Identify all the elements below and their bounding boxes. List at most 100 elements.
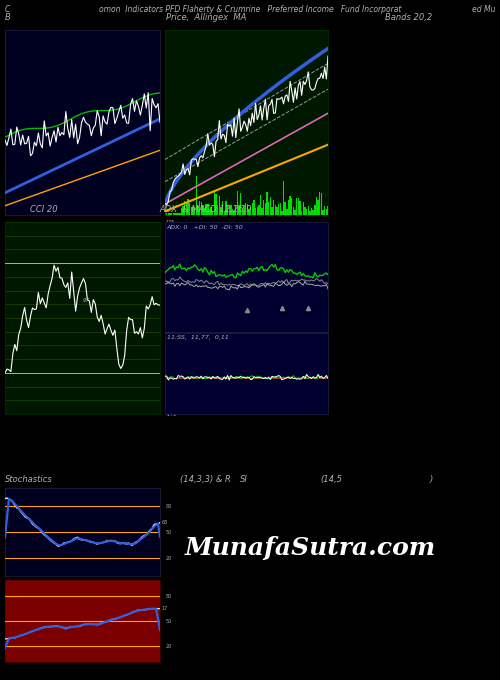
Bar: [284, 202, 286, 215]
Bar: [252, 203, 253, 215]
Bar: [235, 205, 236, 215]
Bar: [172, 213, 174, 215]
Bar: [266, 192, 268, 215]
Bar: [302, 202, 304, 215]
Text: omon  Indicators PFD Flaherty & Crumrine   Preferred Income   Fund Incorporat: omon Indicators PFD Flaherty & Crumrine …: [99, 5, 401, 14]
Bar: [260, 195, 261, 215]
Bar: [290, 197, 291, 215]
Bar: [197, 206, 198, 215]
Text: Stochastics: Stochastics: [5, 475, 53, 484]
Bar: [280, 203, 281, 215]
Bar: [228, 205, 230, 215]
Bar: [256, 207, 258, 215]
Text: 17: 17: [162, 606, 168, 611]
Bar: [240, 192, 242, 215]
Text: (14,5: (14,5: [320, 475, 342, 484]
Bar: [276, 207, 278, 215]
Bar: [192, 207, 194, 215]
Bar: [212, 211, 214, 215]
Bar: [308, 206, 309, 215]
Bar: [184, 201, 186, 215]
Text: ed Mu: ed Mu: [472, 5, 495, 14]
Bar: [225, 201, 226, 215]
Bar: [227, 205, 228, 215]
Text: ADX: 0   +DI: 50  -DI: 50: ADX: 0 +DI: 50 -DI: 50: [166, 225, 244, 231]
Text: 63: 63: [162, 520, 168, 525]
Bar: [202, 205, 203, 215]
Bar: [278, 204, 280, 215]
Bar: [296, 198, 298, 215]
Bar: [196, 175, 197, 215]
Bar: [248, 210, 250, 215]
Bar: [210, 207, 212, 215]
Bar: [255, 208, 256, 215]
Bar: [283, 182, 284, 215]
Bar: [174, 213, 176, 215]
Bar: [268, 202, 270, 215]
Bar: [318, 200, 319, 215]
Bar: [178, 213, 179, 215]
Bar: [281, 211, 282, 215]
Bar: [319, 192, 320, 215]
Bar: [324, 206, 326, 215]
Bar: [264, 203, 266, 215]
Bar: [168, 213, 169, 215]
Text: ): ): [430, 475, 433, 484]
Bar: [258, 205, 260, 215]
Bar: [179, 213, 180, 215]
Bar: [199, 201, 200, 215]
Bar: [273, 200, 274, 215]
Bar: [320, 193, 322, 215]
Bar: [242, 209, 243, 215]
Bar: [314, 205, 316, 215]
Bar: [291, 198, 292, 215]
Text: B: B: [5, 13, 11, 22]
Text: MunafaSutra.com: MunafaSutra.com: [184, 536, 436, 560]
Bar: [204, 208, 205, 215]
Bar: [274, 205, 276, 215]
Bar: [186, 201, 187, 215]
Bar: [316, 197, 317, 215]
Text: 11:SS,  11,77,  0,11: 11:SS, 11,77, 0,11: [166, 335, 228, 341]
Bar: [262, 207, 263, 215]
Bar: [207, 204, 208, 215]
Bar: [263, 200, 264, 215]
Bar: [232, 209, 233, 215]
Bar: [206, 204, 207, 215]
Bar: [311, 207, 312, 215]
Text: Price,  Allingex  MA: Price, Allingex MA: [166, 13, 246, 22]
Bar: [245, 203, 246, 215]
Text: CCI 20: CCI 20: [30, 205, 58, 214]
Text: 97: 97: [82, 298, 89, 303]
Bar: [237, 192, 238, 215]
Bar: [250, 207, 252, 215]
Bar: [309, 211, 310, 215]
Bar: [253, 200, 254, 215]
Bar: [218, 197, 220, 215]
Text: (14,3,3) & R: (14,3,3) & R: [180, 475, 231, 484]
Bar: [200, 203, 202, 215]
Bar: [190, 207, 192, 215]
Text: C: C: [5, 5, 10, 14]
Bar: [171, 213, 172, 215]
Bar: [169, 213, 170, 215]
Bar: [224, 211, 225, 215]
Bar: [288, 200, 289, 215]
Bar: [230, 205, 232, 215]
Bar: [181, 208, 182, 215]
Text: Bands 20,2: Bands 20,2: [385, 13, 432, 22]
Bar: [189, 203, 190, 215]
Bar: [194, 207, 196, 215]
Bar: [312, 210, 314, 215]
Text: ADX  & MACD 12,26,9: ADX & MACD 12,26,9: [160, 205, 252, 214]
Bar: [298, 198, 299, 215]
Bar: [164, 213, 166, 215]
Bar: [286, 209, 288, 215]
Bar: [301, 211, 302, 215]
Bar: [294, 210, 296, 215]
Bar: [166, 213, 168, 215]
Bar: [182, 206, 184, 215]
Bar: [176, 213, 177, 215]
Bar: [292, 207, 294, 215]
Bar: [217, 205, 218, 215]
